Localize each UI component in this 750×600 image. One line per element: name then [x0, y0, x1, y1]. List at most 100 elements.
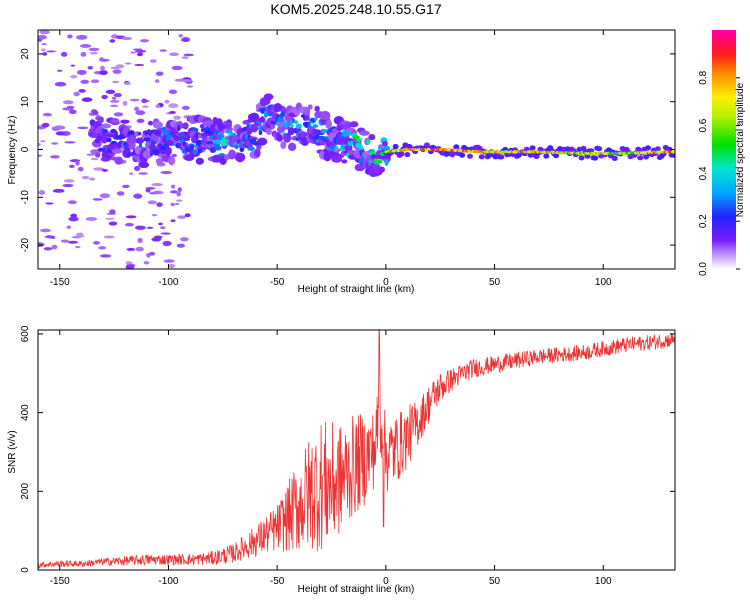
spectrogram-cell: [654, 146, 661, 152]
spectrogram-cell: [186, 85, 194, 88]
colorbar-tick-label: 0.6: [698, 118, 709, 132]
spectrogram-cell: [611, 155, 618, 161]
spectrogram-y-tick-label: 0: [20, 146, 31, 152]
spectrogram-cell: [112, 80, 120, 84]
spectrogram-cell: [265, 128, 272, 135]
spectrogram-cell: [134, 165, 141, 172]
spectrogram-cell: [290, 124, 294, 128]
spectrogram-cell: [199, 123, 205, 129]
spectrogram-cell: [392, 143, 399, 150]
spectrogram-cell: [160, 170, 173, 175]
spectrogram-cell: [145, 188, 151, 193]
spectrogram-cell: [378, 166, 385, 173]
spectrogram-cell: [671, 150, 675, 154]
spectrogram-cell: [79, 44, 92, 49]
spectrogram-cell: [174, 78, 186, 82]
spectrogram-cell: [384, 159, 389, 166]
spectrogram-cell: [129, 98, 140, 102]
spectrogram-cell: [69, 164, 75, 168]
spectrogram-cell: [138, 161, 150, 169]
spectrogram-cell: [356, 138, 363, 143]
spectrogram-cell: [398, 151, 405, 157]
spectrogram-cell: [124, 222, 134, 227]
spectrogram-cell: [122, 100, 128, 106]
spectrogram-cell: [101, 168, 108, 172]
spectrogram-cell: [260, 108, 265, 114]
spectrogram-cell: [176, 191, 182, 197]
spectrogram-cell: [287, 127, 295, 136]
spectrogram-cell: [76, 69, 87, 75]
spectrogram-cell: [134, 63, 145, 67]
spectrogram-cell: [104, 217, 115, 220]
spectrogram-cell: [170, 219, 176, 223]
spectrogram-cell: [169, 110, 176, 114]
spectrogram-cell: [253, 148, 261, 158]
spectrogram-cell: [162, 129, 170, 136]
spectrogram-cell: [150, 139, 156, 145]
spectrogram-cell: [97, 116, 104, 124]
snr-x-tick-label: 0: [383, 576, 389, 587]
spectrogram-cell: [341, 143, 345, 151]
spectrogram-cell: [180, 39, 190, 42]
spectrogram-cell: [81, 97, 93, 102]
snr-x-tick-label: 50: [489, 576, 501, 587]
spectrogram-cell: [170, 202, 175, 207]
snr-x-tick-label: -100: [158, 576, 178, 587]
spectrogram-cell: [303, 121, 310, 129]
spectrogram-cell: [93, 122, 103, 127]
spectrogram-cell: [354, 163, 366, 172]
spectrogram-cell: [160, 232, 171, 235]
spectrogram-cell: [40, 140, 46, 143]
spectrogram-cell: [110, 66, 121, 70]
spectrogram-cell: [153, 190, 161, 194]
spectrogram-cell: [180, 237, 189, 242]
spectrogram-cell: [257, 137, 268, 146]
spectrogram-y-ticks: -20 -10 0 10 20: [20, 48, 675, 252]
spectrogram-cell: [136, 52, 143, 57]
spectrogram-cell: [645, 145, 652, 151]
spectrogram-cell: [135, 49, 147, 53]
spectrogram-cell: [114, 156, 124, 165]
spectrogram-cell: [643, 154, 650, 160]
spectrogram-cell: [98, 246, 107, 250]
spectrogram-cell: [298, 131, 310, 137]
spectrogram-cell: [155, 158, 164, 165]
spectrogram-cell: [40, 228, 51, 233]
spectrogram-cell: [67, 200, 77, 205]
spectrogram-cell: [350, 140, 354, 146]
spectrogram-cell: [312, 124, 319, 128]
spectrogram-cell: [78, 89, 86, 93]
spectrogram-cell: [294, 120, 298, 124]
spectrogram-cell: [189, 144, 195, 151]
spectrogram-cell: [147, 200, 157, 205]
spectrogram-cell: [44, 235, 56, 239]
spectrogram-cell: [99, 70, 108, 76]
spectrogram-cell: [139, 142, 143, 148]
spectrogram-cell: [74, 235, 85, 238]
spectrogram-cell: [99, 57, 104, 62]
spectrogram-cell: [635, 146, 642, 152]
spectrogram-cell: [478, 154, 485, 160]
spectrogram-cell: [63, 179, 75, 183]
spectrogram-cell: [169, 52, 179, 57]
spectrogram-cell: [134, 106, 140, 112]
spectrogram-cell: [76, 232, 84, 237]
spectrogram-cell: [553, 153, 560, 159]
spectrogram-cell: [60, 51, 68, 57]
spectrogram-cell: [358, 157, 364, 164]
spectrogram-cell: [176, 243, 186, 248]
spectrogram-cell: [163, 259, 175, 263]
spectrogram-cell: [152, 121, 163, 129]
spectrogram-cell: [178, 34, 183, 38]
spectrogram-cell: [43, 247, 53, 251]
spectrogram-cell: [176, 199, 183, 202]
figure-title: KOM5.2025.248.10.55.G17: [270, 1, 441, 17]
spectrogram-cell: [151, 237, 162, 242]
snr-y-tick-label: 200: [20, 483, 31, 500]
spectrogram-cell: [94, 137, 101, 144]
spectrogram-cell: [213, 145, 222, 151]
spectrogram-cell: [158, 222, 163, 226]
spectrogram-cell: [217, 121, 224, 132]
spectrogram-cell: [151, 213, 158, 217]
spectrogram-cell: [453, 144, 460, 150]
